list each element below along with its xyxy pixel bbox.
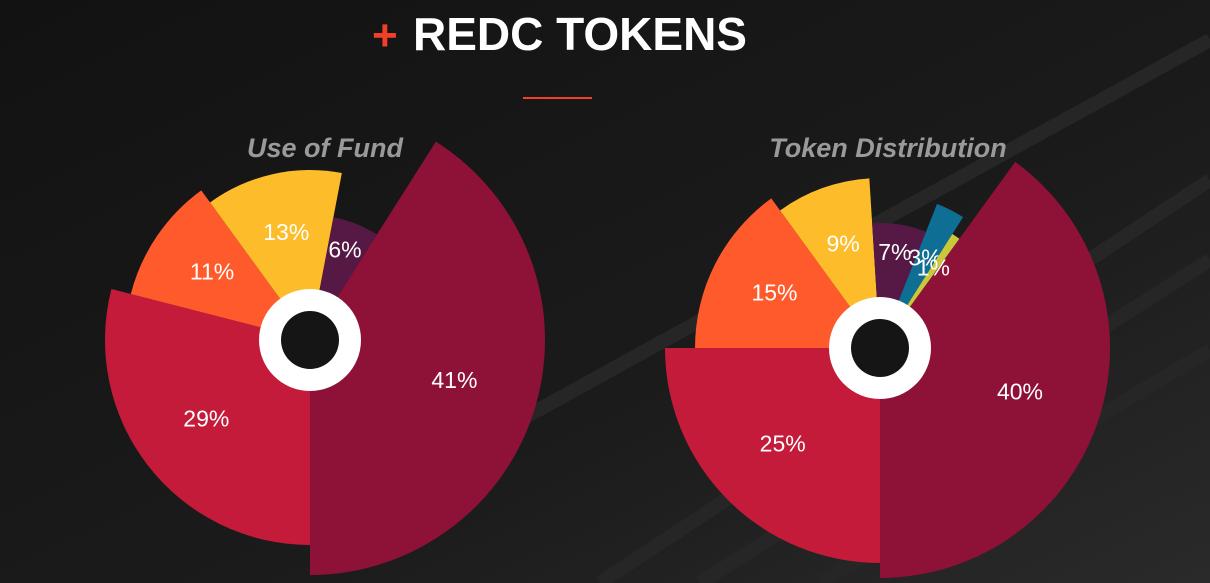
slice-label: 7% (878, 239, 911, 265)
donut-hole (851, 319, 909, 377)
pie-slice (310, 141, 545, 575)
pie-slice (665, 348, 880, 563)
slice-label: 11% (190, 259, 234, 285)
slice-label: 29% (183, 405, 229, 431)
slice-label: 6% (328, 237, 361, 263)
slice-label: 15% (751, 279, 797, 305)
slice-label: 9% (827, 231, 860, 257)
pie-slice (880, 161, 1110, 578)
slice-label: 41% (431, 367, 477, 393)
pie-slice (695, 198, 880, 348)
chart-title: Use of Fund (247, 133, 403, 163)
charts: Use of Fund 41% 29% 11% 13% 6% Token Distribut… (105, 133, 1110, 578)
chart-title: Token Distribution (769, 133, 1007, 163)
slice-label: 25% (760, 430, 806, 456)
donut-hole (281, 311, 339, 369)
slice-label: 40% (997, 379, 1043, 405)
page-title: REDC TOKENS (413, 8, 747, 60)
pie-slice (105, 289, 310, 545)
slice-label: 13% (263, 219, 309, 245)
slice-label: 1% (917, 255, 950, 281)
plus-icon: + (372, 11, 398, 60)
pie-slice (130, 190, 310, 340)
